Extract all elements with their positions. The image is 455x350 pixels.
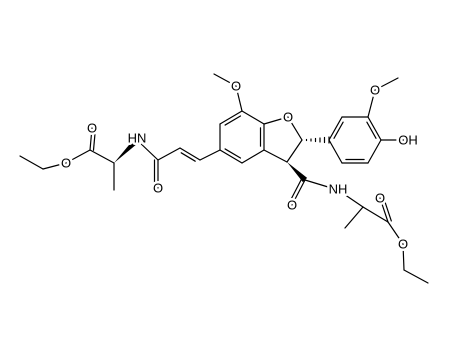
- bond: [366, 121, 377, 139]
- bond: [89, 149, 115, 164]
- atom-label: NH: [329, 182, 348, 197]
- bond: [344, 206, 364, 229]
- bond: [387, 221, 404, 245]
- bond: [263, 149, 288, 163]
- bond: [367, 89, 376, 118]
- bonds: [19, 73, 429, 284]
- bond: [328, 116, 343, 141]
- bond: [367, 116, 382, 141]
- bond: [224, 148, 242, 159]
- bond: [304, 179, 339, 191]
- bond: [241, 110, 265, 125]
- bond: [403, 269, 429, 284]
- atom-label: OH: [398, 133, 418, 148]
- bond: [199, 149, 221, 161]
- bond: [42, 162, 67, 170]
- bond: [224, 115, 242, 126]
- bond: [374, 77, 399, 91]
- atom-labels: O O HN O O O O OH O NH O O: [58, 76, 420, 254]
- atom-label: O: [61, 156, 71, 171]
- bond: [235, 85, 243, 112]
- bond: [287, 116, 303, 141]
- bond: [402, 243, 405, 271]
- bond: [328, 139, 343, 164]
- atom-label: O: [375, 191, 385, 206]
- atom-label: O: [370, 83, 380, 98]
- bond: [333, 121, 344, 139]
- bond: [382, 196, 392, 222]
- atom-label: HN: [128, 131, 147, 146]
- bond: [337, 189, 364, 208]
- bond: [180, 152, 196, 162]
- bond: [286, 139, 303, 163]
- bond: [263, 116, 289, 125]
- bond: [179, 147, 201, 161]
- bond: [19, 155, 44, 170]
- atom-label: O: [283, 110, 293, 125]
- bond: [92, 127, 97, 151]
- bond: [136, 139, 159, 161]
- atom-label: O: [287, 198, 297, 213]
- bond: [367, 139, 382, 164]
- atom-label: O: [398, 237, 408, 252]
- wedge-bond: [114, 137, 140, 163]
- bond: [65, 149, 91, 164]
- bond: [241, 149, 265, 164]
- bond: [291, 179, 306, 206]
- atom-label: O: [153, 181, 163, 196]
- bond: [213, 73, 237, 87]
- bond: [89, 127, 93, 151]
- atom-label: O: [87, 121, 97, 136]
- atom-label: O: [231, 79, 241, 94]
- bond: [288, 177, 303, 204]
- bond: [219, 110, 243, 125]
- bond: [219, 149, 243, 164]
- bond: [379, 197, 389, 223]
- wedge-bond: [287, 162, 308, 183]
- bond: [157, 147, 181, 161]
- bond: [362, 206, 389, 223]
